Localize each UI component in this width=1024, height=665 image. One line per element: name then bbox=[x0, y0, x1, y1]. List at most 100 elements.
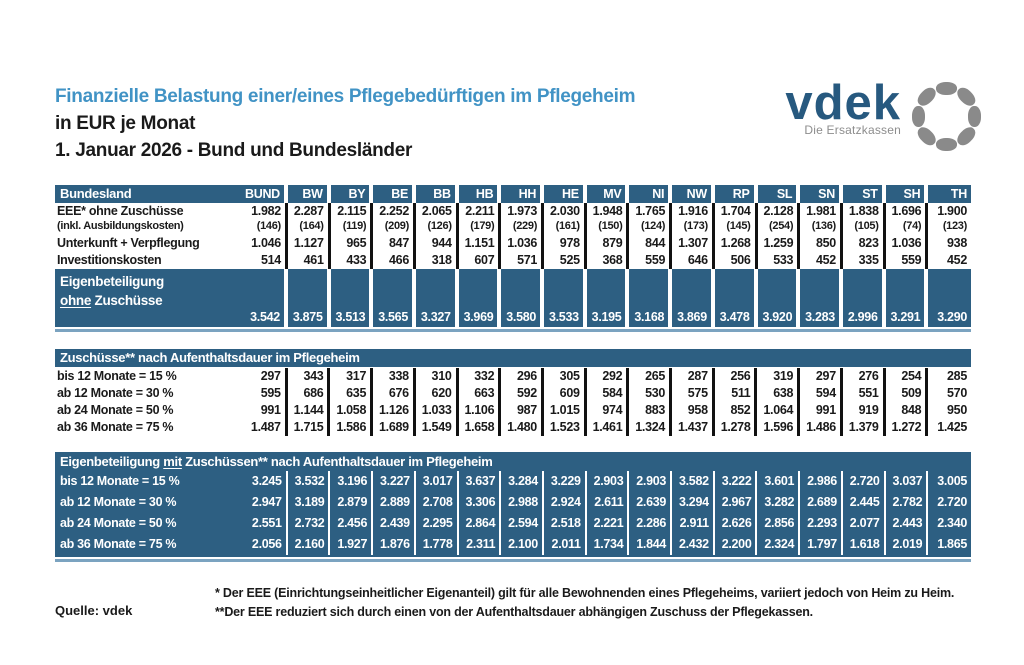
table-cell: 2.782 bbox=[886, 492, 929, 513]
table-cell: 310 bbox=[416, 368, 459, 385]
table-cell: 3.533 bbox=[544, 269, 587, 327]
table-cell: 3.168 bbox=[629, 269, 673, 327]
table-cell: 1.797 bbox=[800, 534, 843, 555]
section2-title: Zuschüsse** nach Aufenthaltsdauer im Pfl… bbox=[55, 349, 971, 367]
table-cell: 1.425 bbox=[937, 420, 967, 434]
table-cell: 991 bbox=[245, 402, 288, 419]
table-cell: 2.443 bbox=[886, 513, 929, 534]
table-cell: 3.637 bbox=[459, 471, 502, 492]
table-cell: 287 bbox=[672, 368, 715, 385]
table-cell: 2.211 bbox=[459, 203, 502, 220]
table-cell: (145) bbox=[715, 220, 758, 235]
table-cell: 514 bbox=[245, 252, 288, 269]
table-cell: 305 bbox=[544, 368, 587, 385]
table-cell: 938 bbox=[947, 236, 967, 250]
table-cell: 1.900 bbox=[937, 204, 967, 218]
total-row-label-cell: Eigenbeteiligung ohne Zuschüsse 3.542 bbox=[55, 269, 288, 327]
table-cell: 452 bbox=[800, 252, 843, 269]
table-cell: (105) bbox=[843, 220, 886, 235]
table-cell: 2.252 bbox=[373, 203, 416, 220]
table-cell: (123) bbox=[942, 220, 967, 232]
table-cell: 332 bbox=[459, 368, 502, 385]
table-cell: 2.879 bbox=[330, 492, 374, 513]
table-cell: 2.639 bbox=[629, 492, 673, 513]
table-cell: 2.518 bbox=[544, 513, 587, 534]
column-header-he: HE bbox=[544, 185, 587, 203]
table-cell: 2.924 bbox=[544, 492, 587, 513]
table-cell: 335 bbox=[843, 252, 886, 269]
table-cell: 1.151 bbox=[459, 235, 502, 252]
column-header-bb: BB bbox=[415, 185, 459, 203]
column-header-sh: SH bbox=[885, 185, 929, 203]
table-cell: 254 bbox=[886, 368, 929, 385]
table-cell: 3.542 bbox=[250, 310, 280, 324]
table-cell: 511 bbox=[715, 385, 758, 402]
table-cell: 1.838 bbox=[843, 203, 886, 220]
table-cell: 3.195 bbox=[586, 269, 630, 327]
table-cell: 1.778 bbox=[416, 534, 459, 555]
table-cell: 663 bbox=[459, 385, 502, 402]
table-cell: 1.307 bbox=[672, 235, 715, 252]
table-cell: (119) bbox=[331, 220, 374, 235]
ring-petal-icon bbox=[953, 84, 978, 109]
table-cell: 466 bbox=[373, 252, 416, 269]
column-header-st: ST bbox=[842, 185, 886, 203]
table-cell: 595 bbox=[245, 385, 288, 402]
footnote-1: * Der EEE (Einrichtungseinheitlicher Eig… bbox=[215, 586, 955, 600]
table-cell: 1.106 bbox=[459, 402, 502, 419]
table-cell: 3.283 bbox=[800, 269, 843, 327]
table-cell: 3.294 bbox=[672, 492, 715, 513]
ring-petal-icon bbox=[953, 123, 978, 148]
table-cell: 607 bbox=[459, 252, 502, 269]
table-cell: 950 bbox=[947, 403, 967, 417]
table-cell: 2.551 bbox=[245, 513, 288, 534]
table-cell: 256 bbox=[715, 368, 758, 385]
ring-petal-icon bbox=[911, 105, 925, 127]
section2-title-text: Zuschüsse** nach Aufenthaltsdauer im Pfl… bbox=[60, 350, 360, 365]
table-cell: (229) bbox=[501, 220, 545, 235]
table-cell: 2.030 bbox=[544, 203, 587, 220]
table-cell: 2.295 bbox=[416, 513, 459, 534]
table-cell: 1.278 bbox=[715, 419, 758, 436]
table-cell: 3.291 bbox=[885, 269, 929, 327]
table-cell: 2.293 bbox=[800, 513, 843, 534]
column-header-th: TH bbox=[928, 185, 971, 203]
table-cell: 297 bbox=[800, 368, 843, 385]
ring-petal-icon bbox=[914, 123, 939, 148]
table-cell: 3.969 bbox=[458, 269, 502, 327]
table-cell: 1.981 bbox=[800, 203, 843, 220]
column-header-by: BY bbox=[330, 185, 374, 203]
table-cell: 2.986 bbox=[800, 471, 843, 492]
table-cell: 1.127 bbox=[288, 235, 331, 252]
table-cell: 594 bbox=[800, 385, 843, 402]
section3-title-underlined: mit bbox=[163, 454, 182, 469]
table-cell: 525 bbox=[544, 252, 587, 269]
table-cell: 2.115 bbox=[331, 203, 374, 220]
table-cell: 1.259 bbox=[758, 235, 801, 252]
section3-title-post: Zuschüssen** nach Aufenthaltsdauer im Pf… bbox=[181, 454, 493, 469]
costs-table: Bundesland BUND BW BY BE BB HB HH HE MV NI NW RP SL S… bbox=[55, 185, 971, 327]
table-cell: 1.865 bbox=[937, 537, 967, 551]
table-cell: 2.889 bbox=[373, 492, 416, 513]
table-cell: 3.284 bbox=[501, 471, 544, 492]
table-cell: 296 bbox=[501, 368, 544, 385]
table-cell: 592 bbox=[501, 385, 544, 402]
table-cell: 297 bbox=[245, 368, 288, 385]
total-label-underlined: ohne bbox=[60, 293, 92, 308]
table-cell: 1.036 bbox=[501, 235, 545, 252]
column-header-hb: HB bbox=[458, 185, 502, 203]
column-header-ni: NI bbox=[629, 185, 673, 203]
table-cell: 1.765 bbox=[629, 203, 673, 220]
table-cell: 1.461 bbox=[587, 419, 630, 436]
table-cell: 2.903 bbox=[587, 471, 630, 492]
row-label: ab 36 Monate = 75 % bbox=[60, 537, 177, 551]
column-header-be: BE bbox=[373, 185, 416, 203]
ring-petal-icon bbox=[967, 105, 981, 127]
table-cell: 1.586 bbox=[330, 419, 374, 436]
table-cell: 1.523 bbox=[544, 419, 587, 436]
table-cell: 2.947 bbox=[245, 492, 288, 513]
table-cell: 533 bbox=[758, 252, 801, 269]
table-cell: 3.282 bbox=[757, 492, 801, 513]
table-cell: 1.734 bbox=[587, 534, 630, 555]
table-cell: 343 bbox=[288, 368, 331, 385]
